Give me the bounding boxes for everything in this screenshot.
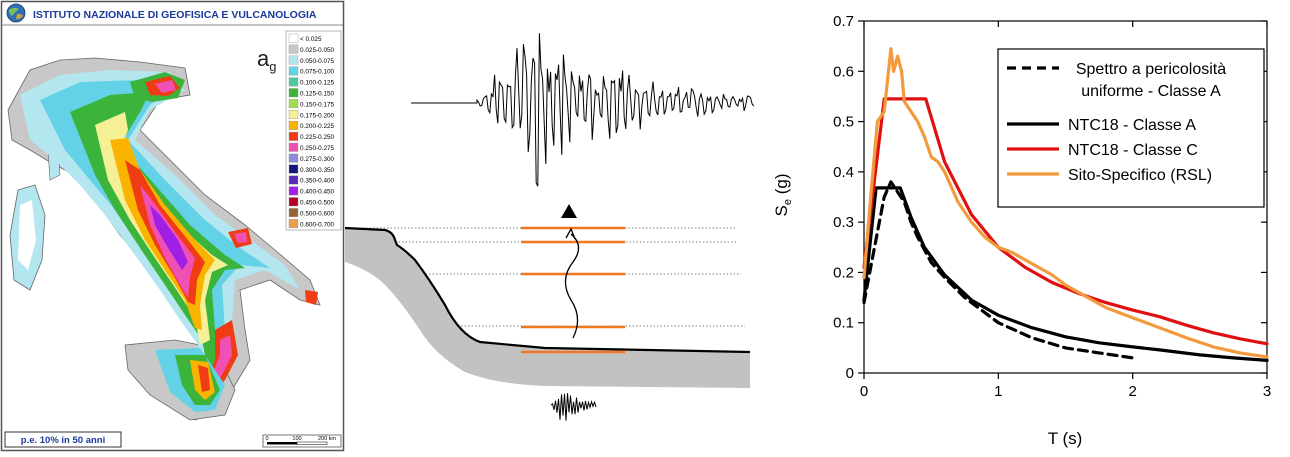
map-legend-swatch <box>288 55 299 65</box>
y-tick-label: 0 <box>846 365 854 382</box>
chart-series <box>862 47 1269 362</box>
response-spectrum-chart: 0 1 2 3 0 0.1 0.2 0.3 0.4 0.5 0.6 0.7 Spettro a per… <box>772 13 1271 448</box>
map-legend-swatch <box>288 164 299 174</box>
y-tick-label: 0.7 <box>833 13 854 30</box>
map-legend-label: 0.500-0.600 <box>300 210 335 217</box>
y-tick-label: 0.1 <box>833 315 854 332</box>
series-line-2 <box>862 186 1269 362</box>
map-legend-label: 0.400-0.450 <box>300 189 335 196</box>
wave-propagation-arrow <box>564 233 580 339</box>
map-legend-label: 0.100-0.125 <box>300 80 335 87</box>
map-legend-label: 0.025-0.050 <box>300 47 335 54</box>
map-legend-label: 0.600-0.700 <box>300 221 335 228</box>
map-legend: < 0.025 0.025-0.050 0.050-0.075 0.075-0.100… <box>285 30 342 231</box>
x-tick-label: 2 <box>1128 383 1136 400</box>
map-legend-label: 0.450-0.500 <box>300 200 335 207</box>
legend-label-2: NTC18 - Classe A <box>1068 117 1196 134</box>
series-line-4 <box>862 47 1269 359</box>
map-legend-label: 0.050-0.075 <box>300 58 335 65</box>
map-legend-label: 0.125-0.150 <box>300 91 335 98</box>
x-axis-label: T (s) <box>1048 429 1083 448</box>
y-tick-label: 0.6 <box>833 63 854 80</box>
map-legend-label: 0.200-0.225 <box>300 123 335 130</box>
scale-label-200: 200 km <box>318 436 336 442</box>
y-tick-label: 0.4 <box>833 164 854 181</box>
chart-legend: Spettro a pericolosità uniforme - Classe … <box>997 48 1265 208</box>
map-legend-swatch <box>288 197 299 207</box>
surface-seismogram <box>411 33 755 187</box>
series-line-1 <box>862 180 1135 360</box>
legend-label-1: Spettro a pericolosità <box>1076 61 1226 78</box>
y-axis-label: Se (g) <box>772 174 794 217</box>
map-legend-swatch <box>288 110 299 120</box>
reference-lines <box>345 227 745 327</box>
map-legend-label: 0.225-0.250 <box>300 134 335 141</box>
legend-box <box>997 48 1265 208</box>
scale-label-100: 100 <box>292 436 301 442</box>
ingv-globe-icon <box>6 3 26 23</box>
scale-label-0: 0 <box>265 436 268 442</box>
series-line-3 <box>862 97 1269 346</box>
map-legend-swatch <box>288 77 299 87</box>
map-legend-swatch <box>288 99 299 109</box>
plot-frame <box>863 20 1268 374</box>
map-legend-label: 0.075-0.100 <box>300 69 335 76</box>
map-legend-label: 0.300-0.350 <box>300 167 335 174</box>
surface-receiver-marker <box>561 204 577 218</box>
map-legend-swatch <box>288 186 299 196</box>
map-legend-label: < 0.025 <box>300 36 322 43</box>
site-response-panel <box>344 0 765 452</box>
map-legend-swatch <box>288 44 299 54</box>
chart-axes: 0 1 2 3 0 0.1 0.2 0.3 0.4 0.5 0.6 0.7 <box>833 13 1271 400</box>
soil-column <box>521 226 625 354</box>
map-legend-swatch <box>288 131 299 141</box>
hazard-map: ISTITUTO NAZIONALE DI GEOFISICA E VULCAN… <box>0 0 345 452</box>
y-tick-label: 0.3 <box>833 214 854 231</box>
map-legend-swatch <box>288 219 299 229</box>
map-legend-swatch <box>288 33 299 43</box>
probability-label: p.e. 10% in 50 anni <box>21 435 105 446</box>
italy-map <box>7 57 321 421</box>
map-legend-label: 0.175-0.200 <box>300 112 335 119</box>
spectrum-chart-panel: 0 1 2 3 0 0.1 0.2 0.3 0.4 0.5 0.6 0.7 Spettro a per… <box>765 0 1290 452</box>
map-legend-label: 0.150-0.175 <box>300 101 335 108</box>
map-legend-label: 0.275-0.300 <box>300 156 335 163</box>
scale-bar: 0 100 200 km <box>262 434 342 448</box>
map-legend-swatch <box>288 66 299 76</box>
map-legend-label: 0.250-0.275 <box>300 145 335 152</box>
x-tick-label: 3 <box>1263 383 1271 400</box>
legend-label-1: uniforme - Classe A <box>1081 83 1221 100</box>
y-tick-label: 0.2 <box>833 264 854 281</box>
map-legend-swatch <box>288 120 299 130</box>
ground-surface-line <box>344 226 751 354</box>
probability-box <box>4 431 122 448</box>
map-legend-swatch <box>288 208 299 218</box>
legend-label-4: Sito-Specifico (RSL) <box>1068 167 1212 184</box>
hazard-map-panel: ISTITUTO NAZIONALE DI GEOFISICA E VULCAN… <box>0 0 345 452</box>
y-tick-label: 0.5 <box>833 114 854 131</box>
map-legend-swatch <box>288 142 299 152</box>
site-response-diagram <box>344 33 755 421</box>
map-legend-swatch <box>288 88 299 98</box>
map-parameter-label: ag <box>257 46 276 74</box>
map-legend-swatch <box>288 153 299 163</box>
x-tick-label: 0 <box>860 383 868 400</box>
map-legend-swatch <box>288 175 299 185</box>
legend-label-3: NTC18 - Classe C <box>1068 142 1198 159</box>
map-legend-label: 0.350-0.400 <box>300 178 335 185</box>
bedrock-seismogram <box>550 393 597 421</box>
x-tick-label: 1 <box>994 383 1002 400</box>
arrow-head <box>565 227 576 240</box>
institute-name: ISTITUTO NAZIONALE DI GEOFISICA E VULCAN… <box>33 9 317 21</box>
soil-deposit <box>345 228 750 388</box>
